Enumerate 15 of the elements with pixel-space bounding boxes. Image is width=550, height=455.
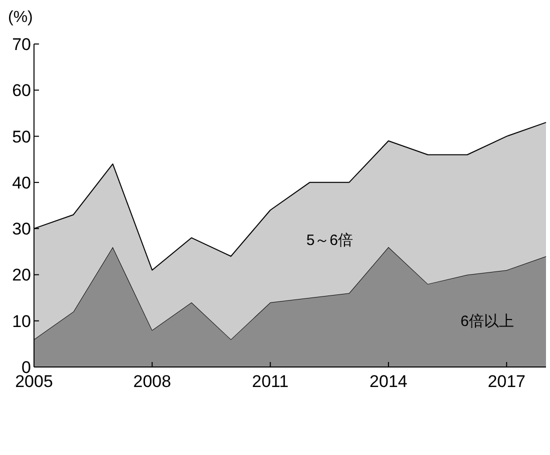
- y-tick-label: 20: [12, 266, 31, 285]
- x-tick-label: 2014: [370, 372, 408, 391]
- x-tick-label: 2005: [15, 372, 53, 391]
- y-tick-label: 10: [12, 312, 31, 331]
- y-tick-label: 70: [12, 35, 31, 54]
- y-tick-label: 40: [12, 173, 31, 192]
- x-tick-label: 2011: [252, 372, 289, 391]
- x-tick-label: 2017: [488, 372, 526, 391]
- x-tick-label: 2008: [133, 372, 172, 391]
- y-tick-label: 60: [12, 81, 31, 100]
- series-label: 6倍以上: [460, 312, 514, 330]
- y-tick-label: 50: [12, 127, 31, 146]
- y-tick-label: 30: [12, 220, 31, 239]
- y-axis-title: (%): [8, 9, 33, 26]
- series-label: 5～6倍: [306, 232, 354, 250]
